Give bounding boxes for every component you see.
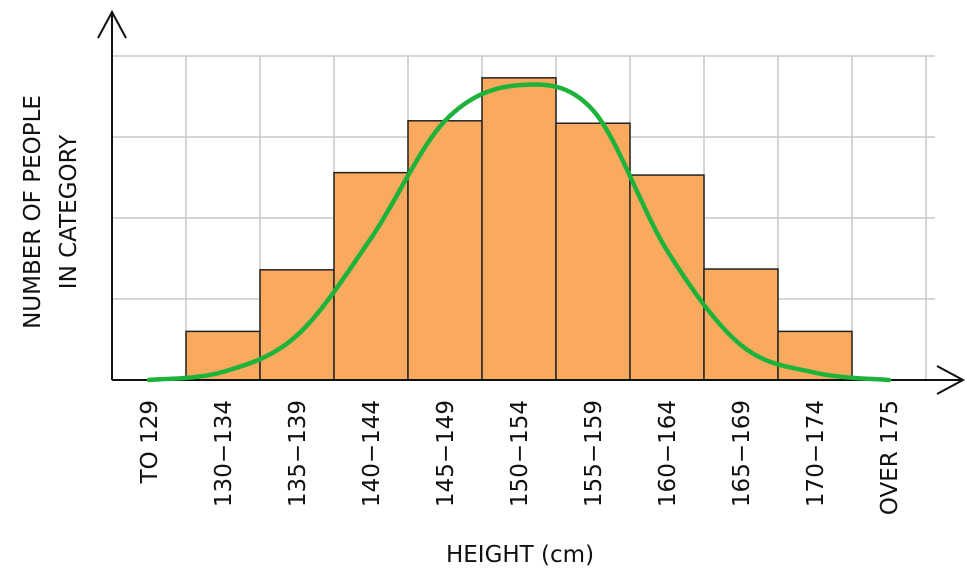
x-tick-label: 140−144 — [359, 400, 385, 507]
x-tick-label: 155−159 — [581, 400, 607, 507]
y-axis-arrow — [97, 9, 127, 39]
y-axis-label: IN CATEGORY — [56, 134, 82, 289]
x-tick-label: 150−154 — [507, 400, 533, 507]
x-axis-arrow — [936, 365, 966, 395]
x-tick-label: 165−169 — [729, 400, 755, 507]
bar — [629, 174, 705, 381]
x-tick-label: 160−164 — [655, 400, 681, 507]
x-tick-label: 135−139 — [285, 400, 311, 507]
x-tick-label: OVER 175 — [877, 400, 903, 515]
x-tick-label: TO 129 — [137, 400, 163, 484]
bar — [703, 268, 779, 381]
x-tick-label: 145−149 — [433, 400, 459, 507]
bar — [259, 269, 335, 381]
x-tick-label: 170−174 — [803, 400, 829, 507]
normal-curve — [146, 82, 892, 383]
bar — [555, 122, 631, 381]
x-axis-label: HEIGHT (cm) — [446, 542, 594, 568]
y-axis-label: NUMBER OF PEOPLE — [20, 95, 46, 329]
bar — [481, 77, 557, 381]
x-tick-label: 130−134 — [211, 400, 237, 507]
